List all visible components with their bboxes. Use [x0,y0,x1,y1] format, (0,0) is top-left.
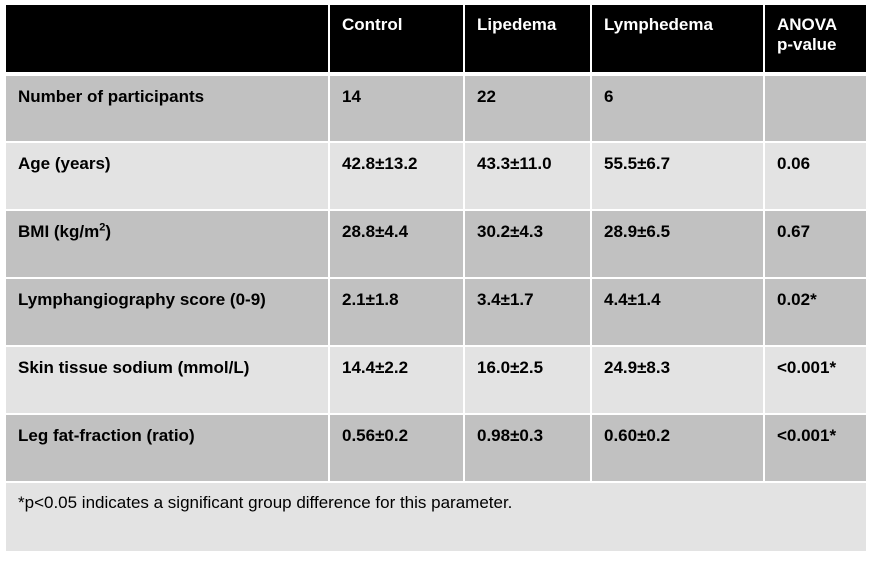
table-cell: 3.4±1.7 [463,277,592,347]
table-cell: 28.9±6.5 [590,209,765,279]
row-label: Age (years) [6,141,330,211]
header-control: Control [328,5,465,76]
header-lipedema: Lipedema [463,5,592,76]
table-row: Skin tissue sodium (mmol/L) 14.4±2.2 16.0±… [6,345,866,415]
table-cell: 55.5±6.7 [590,141,765,211]
table-cell: 0.67 [763,209,866,279]
table-cell: <0.001* [763,413,866,483]
table-cell: 22 [463,73,592,143]
table-cell: 0.60±0.2 [590,413,765,483]
table-row: BMI (kg/m2) 28.8±4.4 30.2±4.3 28.9±6.5 0.67 [6,209,866,279]
header-lymphedema: Lymphedema [590,5,765,76]
table-cell: 0.56±0.2 [328,413,465,483]
table-cell: 0.98±0.3 [463,413,592,483]
row-label: Leg fat-fraction (ratio) [6,413,330,483]
superscript: 2 [99,221,106,234]
table-cell: 24.9±8.3 [590,345,765,415]
table-row: Age (years) 42.8±13.2 43.3±11.0 55.5±6.7 0.0… [6,141,866,211]
header-anova-p-value: ANOVA p-value [763,5,866,76]
table-cell: 0.02* [763,277,866,347]
table-row: Lymphangiography score (0-9) 2.1±1.8 3.4±1… [6,277,866,347]
table-cell: 42.8±13.2 [328,141,465,211]
footnote: *p<0.05 indicates a significant group di… [6,481,866,551]
header-cell [6,5,330,76]
table-row: Number of participants 14 22 6 [6,73,866,143]
table-cell [763,73,866,143]
table-body: Number of participants 14 22 6 Age (years) 42… [6,73,866,483]
table-cell: 4.4±1.4 [590,277,765,347]
data-table: Control Lipedema Lymphedema ANOVA p-valu… [6,5,866,551]
table-row: Leg fat-fraction (ratio) 0.56±0.2 0.98±0.3… [6,413,866,483]
table-cell: <0.001* [763,345,866,415]
table-cell: 30.2±4.3 [463,209,592,279]
row-label: Lymphangiography score (0-9) [6,277,330,347]
footnote-row: *p<0.05 indicates a significant group di… [6,481,866,551]
table-cell: 14 [328,73,465,143]
table-cell: 6 [590,73,765,143]
table-cell: 14.4±2.2 [328,345,465,415]
table-cell: 43.3±11.0 [463,141,592,211]
table-cell: 28.8±4.4 [328,209,465,279]
header-row: Control Lipedema Lymphedema ANOVA p-valu… [6,5,866,76]
table-cell: 16.0±2.5 [463,345,592,415]
row-label: Number of participants [6,73,330,143]
row-label: BMI (kg/m2) [6,209,330,279]
table-cell: 2.1±1.8 [328,277,465,347]
table-cell: 0.06 [763,141,866,211]
row-label: Skin tissue sodium (mmol/L) [6,345,330,415]
